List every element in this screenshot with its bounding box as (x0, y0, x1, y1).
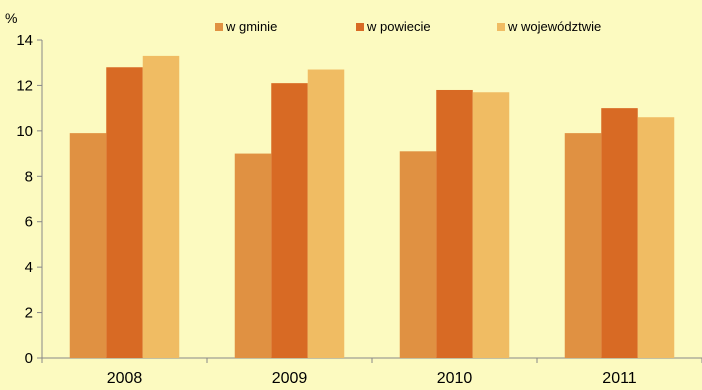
y-tick-label: 0 (25, 350, 33, 367)
bar (142, 55, 180, 359)
legend-swatch-wojewodztwo (497, 22, 505, 31)
bar (106, 67, 143, 358)
legend-swatch-powiat (356, 22, 364, 31)
x-tick-label: 2008 (107, 370, 143, 385)
legend-label-wojewodztwo: w województwie (508, 19, 602, 34)
x-tick-label: 2011 (602, 370, 637, 385)
bar (472, 92, 510, 358)
y-unit-label: % (5, 10, 17, 26)
y-tick-label: 10 (16, 123, 33, 140)
y-tick-label: 12 (16, 77, 33, 94)
legend-label-gmina: w gminie (226, 19, 278, 34)
x-tick-label: 2010 (437, 370, 473, 385)
legend-swatch-gmina (215, 22, 223, 31)
bar (271, 83, 308, 359)
y-tick-label: 8 (25, 168, 33, 185)
bar (234, 153, 272, 358)
y-tick-label: 2 (25, 305, 33, 322)
y-tick-label: 4 (25, 259, 33, 276)
x-tick-label: 2009 (272, 370, 308, 385)
bar (436, 89, 473, 358)
bars (69, 55, 675, 359)
bar (601, 108, 638, 359)
y-tick-label: 14 (16, 32, 33, 49)
legend-item-gmina: w gminie (215, 19, 277, 34)
x-axis: 2008 2009 2010 2011 (41, 357, 702, 387)
legend-item-wojewodztwo: w województwie (497, 19, 601, 34)
bar (564, 133, 602, 358)
bar (399, 151, 437, 358)
bar (307, 69, 345, 359)
legend-label-powiat: w powiecie (367, 19, 431, 34)
y-tick-label: 6 (25, 214, 33, 231)
bar (69, 133, 107, 358)
y-axis: 0 2 4 6 8 10 12 14 (16, 32, 43, 367)
legend-item-powiat: w powiecie (356, 19, 431, 34)
bar (637, 117, 675, 358)
